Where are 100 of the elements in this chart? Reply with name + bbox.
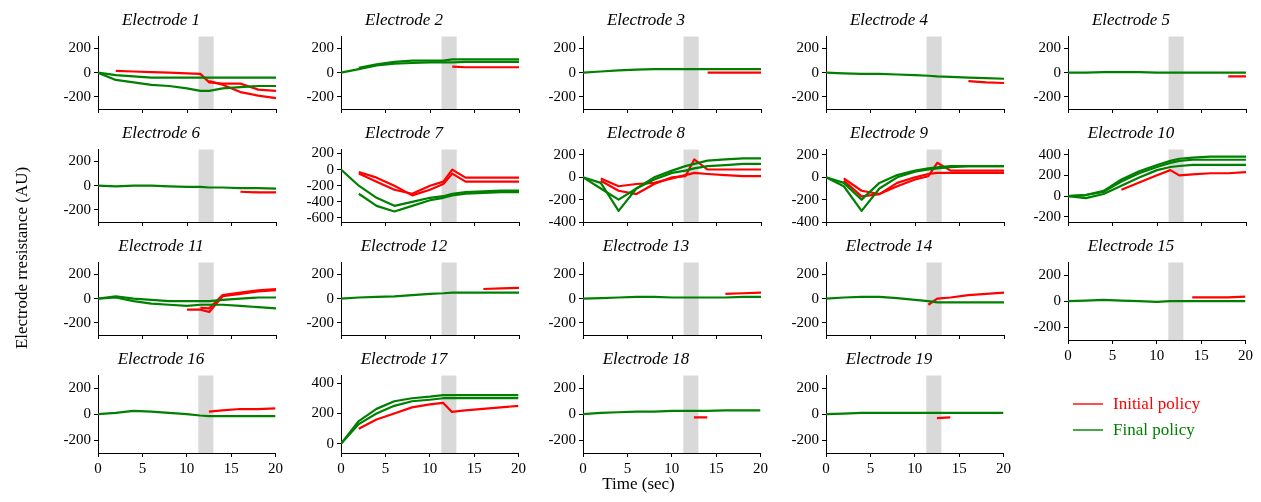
y-tick-label: 0: [1053, 187, 1061, 204]
y-tick-label: 0: [811, 168, 819, 185]
y-tick-label: -200: [63, 313, 91, 330]
x-tick-label: 15: [466, 459, 482, 476]
chart-title: Electrode 9: [848, 122, 929, 142]
x-tick-label: 20: [996, 459, 1011, 476]
y-tick-label: 0: [811, 405, 819, 422]
y-tick-label: -200: [548, 190, 576, 207]
y-tick-label: -200: [306, 313, 334, 330]
y-tick-label: 200: [68, 379, 91, 396]
y-tick-label: 400: [311, 373, 334, 390]
chart-title: Electrode 6: [120, 122, 201, 142]
chart-title: Electrode 17: [359, 348, 449, 368]
x-tick-label: 20: [1238, 346, 1253, 363]
y-tick-label: 200: [68, 265, 91, 282]
y-tick-label: 200: [1038, 39, 1061, 56]
y-tick-label: 0: [811, 289, 819, 306]
y-tick-label: 0: [326, 289, 334, 306]
y-tick-label: -200: [791, 190, 819, 207]
y-tick-label: -200: [548, 313, 576, 330]
x-tick-label: 10: [179, 459, 195, 476]
y-tick-label: 200: [311, 39, 334, 56]
y-tick-label: 200: [68, 152, 91, 169]
x-tick-label: 15: [1193, 346, 1209, 363]
chart-title: Electrode 18: [601, 348, 690, 368]
y-tick-label: -200: [791, 431, 819, 447]
y-tick-label: 200: [311, 265, 334, 282]
x-tick-label: 20: [511, 459, 526, 476]
y-axis-title: Electrode rresistance (AU): [12, 166, 32, 350]
chart-title: Electrode 1: [120, 9, 201, 29]
y-tick-label: -200: [548, 87, 576, 104]
chart-title: Electrode 19: [844, 348, 933, 368]
chart-title: Electrode 11: [117, 235, 204, 255]
y-tick-label: 0: [326, 63, 334, 80]
y-tick-label: 0: [811, 63, 819, 80]
x-tick-label: 5: [138, 459, 147, 476]
x-axis-title: Time (sec): [601, 474, 676, 494]
y-tick-label: -400: [548, 212, 576, 229]
chart-title: Electrode 4: [848, 9, 929, 29]
y-tick-label: 0: [83, 405, 91, 422]
y-tick-label: 0: [1053, 292, 1061, 309]
y-tick-label: -200: [1033, 207, 1061, 224]
legend-label: Initial policy: [1113, 394, 1201, 414]
y-tick-label: 200: [1038, 166, 1061, 183]
x-tick-label: 10: [664, 459, 680, 476]
y-tick-label: -200: [791, 87, 819, 104]
y-tick-label: 200: [553, 265, 576, 282]
y-tick-label: 0: [326, 434, 334, 451]
x-tick-label: 0: [579, 459, 587, 476]
y-tick-label: 200: [553, 39, 576, 56]
y-tick-label: 0: [83, 289, 91, 306]
chart-title: Electrode 13: [601, 235, 690, 255]
chart-title: Electrode 15: [1086, 235, 1175, 255]
y-tick-label: 200: [311, 144, 334, 161]
y-tick-label: 200: [311, 404, 334, 421]
chart-title: Electrode 5: [1090, 9, 1171, 29]
y-tick-label: 200: [68, 39, 91, 56]
y-tick-label: -200: [63, 431, 91, 447]
x-tick-label: 15: [951, 459, 967, 476]
y-tick-label: -600: [306, 208, 334, 225]
x-tick-label: 5: [1108, 346, 1117, 363]
x-tick-label: 20: [268, 459, 283, 476]
y-tick-label: -200: [1033, 318, 1061, 334]
y-tick-label: 0: [568, 405, 576, 422]
x-tick-label: 0: [822, 459, 830, 476]
y-tick-label: 0: [1053, 63, 1061, 80]
legend-label: Final policy: [1113, 420, 1195, 440]
x-tick-label: 15: [708, 459, 724, 476]
y-tick-label: 0: [568, 289, 576, 306]
y-tick-label: 200: [796, 145, 819, 162]
y-tick-label: -400: [791, 212, 819, 229]
y-tick-label: 200: [1038, 266, 1061, 283]
y-tick-label: 400: [1038, 145, 1061, 162]
y-tick-label: 200: [796, 265, 819, 282]
chart-title: Electrode 7: [363, 122, 445, 142]
y-tick-label: 200: [796, 379, 819, 396]
y-tick-label: -200: [548, 431, 576, 447]
x-tick-label: 5: [623, 459, 632, 476]
y-tick-label: 200: [553, 145, 576, 162]
y-tick-label: 200: [796, 39, 819, 56]
x-tick-label: 10: [1149, 346, 1165, 363]
x-tick-label: 0: [94, 459, 102, 476]
x-tick-label: 5: [381, 459, 390, 476]
y-tick-label: 200: [553, 379, 576, 396]
y-tick-label: -200: [1033, 87, 1061, 104]
chart-title: Electrode 12: [359, 235, 448, 255]
chart-title: Electrode 16: [116, 348, 205, 368]
y-tick-label: 0: [326, 160, 334, 177]
chart-title: Electrode 14: [844, 235, 933, 255]
x-tick-label: 10: [422, 459, 438, 476]
x-tick-label: 0: [1064, 346, 1072, 363]
y-tick-label: 0: [83, 63, 91, 80]
x-tick-label: 20: [753, 459, 768, 476]
y-tick-label: -200: [63, 87, 91, 104]
x-tick-label: 15: [223, 459, 239, 476]
y-tick-label: -200: [791, 313, 819, 330]
y-tick-label: 0: [83, 176, 91, 193]
chart-title: Electrode 2: [363, 9, 444, 29]
y-tick-label: -400: [306, 192, 334, 209]
y-tick-label: -200: [63, 200, 91, 217]
